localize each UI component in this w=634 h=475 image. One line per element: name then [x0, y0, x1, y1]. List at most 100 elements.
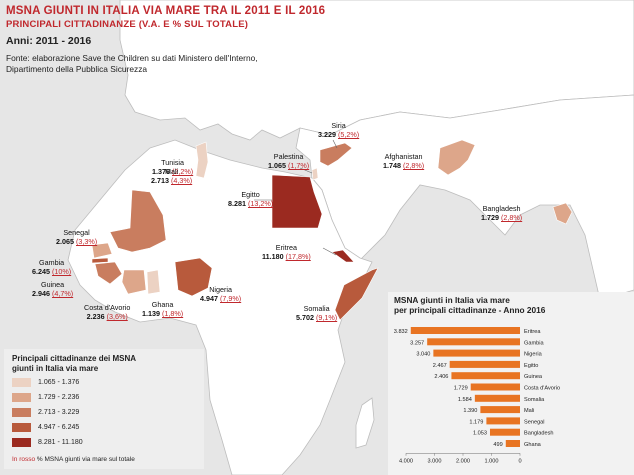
- bar-egitto: [449, 360, 520, 368]
- country-pct: (9,1%): [316, 313, 338, 322]
- bar-category-label: Egitto: [524, 363, 538, 369]
- source-line-2: Dipartimento della Pubblica Sicurezza: [6, 64, 148, 74]
- country-pct: (17,8%): [285, 252, 311, 261]
- country-name: Somalia: [303, 304, 330, 313]
- bar-category-label: Senegal: [524, 419, 545, 425]
- country-pct: (13,2%): [248, 199, 274, 208]
- bangladesh-shape: [552, 202, 573, 225]
- country-pct: (2,2%): [172, 167, 194, 176]
- bar-category-label: Mali: [524, 408, 534, 414]
- ivory-coast-shape: [121, 269, 147, 295]
- label-mali: Mali 2.713 (4,3%): [151, 167, 192, 185]
- label-tunisia: Tunisia 1.376 (2,2%): [152, 158, 193, 176]
- country-value: 3.229: [318, 130, 336, 139]
- syria-leader: [332, 139, 338, 149]
- bar-value-label: 2.406: [434, 374, 448, 380]
- country-pct: (5,2%): [338, 130, 360, 139]
- bar-value-label: 3.040: [416, 352, 430, 358]
- bar-costa-d-avorio: [470, 383, 520, 391]
- country-value: 4.947: [200, 294, 218, 303]
- years-label: Anni: 2011 - 2016: [6, 35, 92, 47]
- egypt-shape: [271, 174, 323, 229]
- bar-chart-panel: MSNA giunti in Italia via mare per princ…: [388, 292, 634, 475]
- bar-value-label: 3.832: [394, 329, 408, 335]
- country-pct: (3,3%): [76, 237, 98, 246]
- legend-title-line-1: Principali cittadinanze dei MSNA: [12, 354, 137, 363]
- label-gambia: Gambia 6.245 (10%): [32, 258, 71, 276]
- palestine-leader: [299, 167, 313, 174]
- chart-title-line-1: MSNA giunti in Italia via mare: [394, 295, 510, 305]
- country-value: 11.180: [262, 252, 284, 261]
- country-name: Costa d'Avorio: [84, 303, 131, 312]
- legend-title-line-2: giunti in Italia via mare: [12, 364, 99, 373]
- legend-label: 1.065 - 1.376: [38, 379, 80, 386]
- bar-category-label: Nigeria: [524, 352, 543, 358]
- x-tick-label: 4.000: [399, 458, 413, 464]
- country-name: Bangladesh: [482, 204, 521, 213]
- bar-category-label: Costa d'Avorio: [524, 386, 560, 392]
- main-title: MSNA GIUNTI IN ITALIA VIA MARE TRA IL 20…: [6, 5, 326, 17]
- country-value: 2.065: [56, 237, 74, 246]
- bar-value-label: 1.179: [469, 419, 483, 425]
- country-value: 6.245: [32, 267, 50, 276]
- label-egitto: Egitto 8.281 (13,2%): [228, 190, 273, 208]
- country-pct: (1,7%): [288, 161, 310, 170]
- country-name: Senegal: [63, 228, 90, 237]
- bar-chart: 3.832 Eritrea 3.257 Gambia 3.040 Nigeria 2.467…: [394, 327, 560, 464]
- country-name: Ghana: [151, 300, 174, 309]
- country-pct: (2,8%): [403, 161, 425, 170]
- legend-swatch: [12, 438, 31, 447]
- bar-eritrea: [410, 327, 520, 334]
- subtitle: PRINCIPALI CITTADINANZE (V.A. E % SUL TO…: [6, 19, 249, 30]
- bar-category-label: Ghana: [524, 442, 542, 448]
- legend-swatch: [12, 408, 31, 417]
- bar-somalia: [474, 394, 520, 402]
- country-value: 8.281: [228, 199, 246, 208]
- bar-guinea: [451, 372, 520, 380]
- bar-value-label: 1.390: [463, 408, 477, 414]
- country-value: 5.702: [296, 313, 314, 322]
- country-name: Palestina: [273, 152, 304, 161]
- somalia-shape: [334, 267, 379, 321]
- bar-mali: [480, 406, 520, 414]
- x-tick-label: 0: [518, 458, 521, 464]
- label-costa-davorio: Costa d'Avorio 2.236 (3,6%): [84, 303, 130, 321]
- bar-bangladesh: [489, 428, 520, 436]
- label-ghana: Ghana 1.139 (1,8%): [142, 300, 183, 318]
- legend-note-red: In rosso: [12, 456, 36, 463]
- bar-nigeria: [433, 349, 520, 357]
- legend-title: Principali cittadinanze dei MSNA giunti …: [12, 354, 202, 374]
- legend-label: 2.713 - 3.229: [38, 409, 80, 416]
- afghanistan-shape: [437, 139, 476, 176]
- bar-value-label: 3.257: [410, 340, 424, 346]
- legend-swatch: [12, 393, 31, 402]
- country-name: Mali: [164, 167, 179, 176]
- legend-swatch: [12, 423, 31, 432]
- x-tick-label: 3.000: [428, 458, 442, 464]
- legend-label: 8.281 - 11.180: [38, 439, 83, 446]
- legend-label: 4.947 - 6.245: [38, 424, 80, 431]
- country-name: Eritrea: [275, 243, 297, 252]
- x-tick-label: 1.000: [485, 458, 499, 464]
- country-value: 2.713: [151, 176, 169, 185]
- label-eritrea: Eritrea 11.180 (17,8%): [262, 243, 311, 261]
- country-pct: (2,8%): [501, 213, 523, 222]
- bar-value-label: 1.584: [458, 397, 472, 403]
- bar-value-label: 2.467: [433, 363, 447, 369]
- label-somalia: Somalia 5.702 (9,1%): [296, 304, 337, 322]
- legend: Principali cittadinanze dei MSNA giunti …: [4, 349, 204, 469]
- label-afghanistan: Afghanistan 1.748 (2,8%): [383, 152, 424, 170]
- bar-value-label: 499: [493, 442, 502, 448]
- country-name: Tunisia: [161, 158, 185, 167]
- legend-note-text: % MSNA giunti via mare sul totale: [35, 456, 135, 463]
- ghana-shape: [146, 269, 161, 295]
- country-value: 2.236: [86, 312, 105, 321]
- source-line-1: Fonte: elaborazione Save the Children su…: [6, 53, 258, 63]
- gambia-shape: [91, 257, 109, 264]
- label-siria: Siria 3.229 (5,2%): [318, 121, 359, 139]
- madagascar-land: [355, 397, 375, 449]
- bar-value-label: 1.053: [473, 431, 487, 437]
- country-pct: (4,7%): [52, 289, 74, 298]
- country-name: Gambia: [39, 258, 65, 267]
